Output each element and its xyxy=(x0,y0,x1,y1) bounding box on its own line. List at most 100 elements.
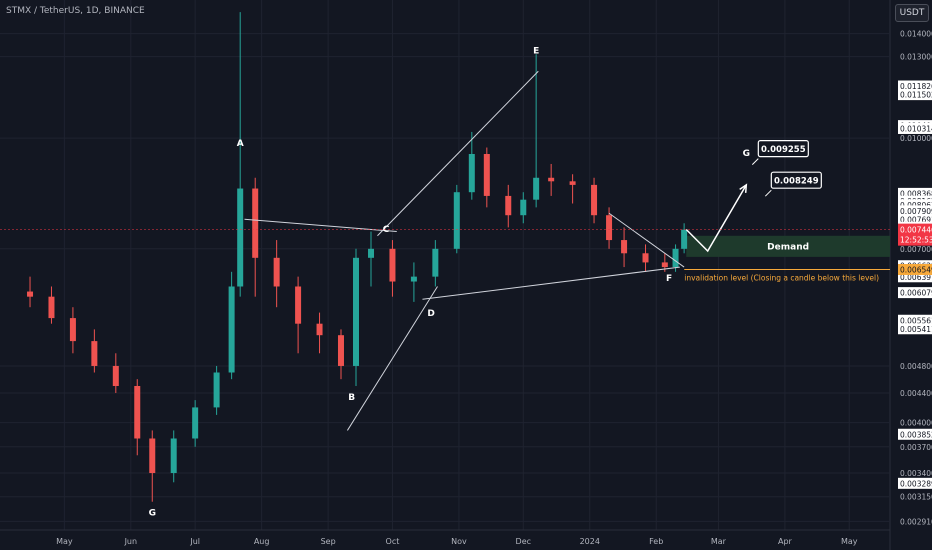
y-tick-label: 0.006079 xyxy=(900,289,932,298)
pivot-label: C xyxy=(383,225,390,235)
y-tick-highlight xyxy=(898,187,932,199)
pivot-label: D xyxy=(427,309,434,319)
demand-zone-label: Demand xyxy=(767,242,809,252)
y-tick-highlight xyxy=(898,477,932,489)
y-tick-label: 0.010314 xyxy=(900,124,932,133)
target-box xyxy=(770,171,822,189)
candle-body xyxy=(213,372,220,408)
target-pointer xyxy=(764,189,772,197)
x-tick-label: 2024 xyxy=(580,537,600,546)
y-tick-highlight xyxy=(898,199,932,211)
candle-body xyxy=(192,407,199,439)
symbol-header: STMX / TetherUS, 1D, BINANCE xyxy=(6,6,145,16)
candle-body xyxy=(606,215,613,241)
y-tick-highlight xyxy=(898,314,932,326)
pivot-label: A xyxy=(237,139,244,149)
target-value: 0.008249 xyxy=(774,177,819,187)
y-tick-highlight xyxy=(898,205,932,217)
target-pointer xyxy=(751,158,759,165)
pivot-label: B xyxy=(348,393,355,403)
trendline xyxy=(244,218,397,233)
candle-body xyxy=(112,365,119,386)
y-tick-label: 0.006397 xyxy=(900,273,932,282)
current-price-box xyxy=(898,223,932,246)
candle-body xyxy=(273,257,280,287)
candle-body xyxy=(69,318,76,342)
pivot-label: G xyxy=(149,509,156,519)
y-tick-label: 0.007909 xyxy=(900,207,932,216)
candle-body xyxy=(642,253,649,263)
y-tick-label: 0.002910 xyxy=(900,517,932,526)
x-tick-label: Jul xyxy=(189,537,200,546)
y-tick-highlight xyxy=(898,271,932,283)
candle-body xyxy=(468,153,475,193)
candle-body xyxy=(661,262,668,268)
x-tick-label: Feb xyxy=(649,537,663,546)
candle-body xyxy=(252,188,259,258)
trendline xyxy=(346,286,438,431)
y-tick-label: 0.007691 xyxy=(900,216,932,225)
x-tick-label: Dec xyxy=(516,537,531,546)
y-tick-label: 0.011502 xyxy=(900,91,932,100)
x-tick-label: Nov xyxy=(451,537,467,546)
y-tick-label: 0.005561 xyxy=(900,316,932,325)
currency-button[interactable]: USDT xyxy=(895,4,929,22)
y-tick-label: 0.005411 xyxy=(900,325,932,334)
y-tick-highlight xyxy=(898,428,932,440)
candle-body xyxy=(569,181,576,185)
candle-body xyxy=(353,257,359,366)
y-tick-highlight xyxy=(898,214,932,226)
candle-body xyxy=(591,184,598,216)
candle-body xyxy=(533,177,540,200)
y-tick-label: 0.003852 xyxy=(900,430,932,439)
demand-zone xyxy=(686,235,890,257)
x-tick-label: Oct xyxy=(386,537,400,546)
trendline xyxy=(377,134,477,237)
x-tick-label: Jun xyxy=(124,537,138,546)
target-box xyxy=(757,140,809,158)
candle-body xyxy=(237,188,244,287)
x-tick-label: May xyxy=(56,537,73,546)
x-tick-label: Sep xyxy=(321,537,336,546)
candle-body xyxy=(134,385,141,439)
candle-body xyxy=(432,248,439,277)
projection-arrowhead xyxy=(739,183,748,193)
invalidation-note: invalidation level (Closing a candle bel… xyxy=(684,273,879,282)
candle-body xyxy=(410,276,417,282)
current-price-countdown: 12:52:53 xyxy=(900,236,932,245)
candle-body xyxy=(548,177,555,182)
x-tick-label: Mar xyxy=(711,537,727,546)
trendline xyxy=(475,70,539,136)
y-tick-highlight xyxy=(898,89,932,101)
candle-body xyxy=(228,286,235,373)
trendline xyxy=(608,212,685,268)
candle-body xyxy=(389,248,396,282)
y-tick-label: 0.011826 xyxy=(900,82,932,91)
pivot-label: F xyxy=(666,274,672,284)
projection-path xyxy=(685,184,747,253)
y-tick-highlight xyxy=(898,80,932,92)
candle-body xyxy=(520,199,527,216)
y-tick-label: 0.008368 xyxy=(900,189,932,198)
candle-body xyxy=(453,192,460,249)
candle-body xyxy=(672,248,679,268)
x-tick-label: May xyxy=(841,537,858,546)
candle-body xyxy=(368,248,375,258)
candle-body xyxy=(170,438,177,474)
y-tick-highlight xyxy=(898,323,932,335)
y-tick-label: 0.008067 xyxy=(900,201,932,210)
current-price-label: 0.007446 xyxy=(900,226,932,235)
candle-body xyxy=(483,153,490,196)
candle-body xyxy=(91,341,98,366)
candle-body xyxy=(295,286,302,324)
x-tick-label: Apr xyxy=(778,537,793,546)
candle-body xyxy=(337,335,344,366)
